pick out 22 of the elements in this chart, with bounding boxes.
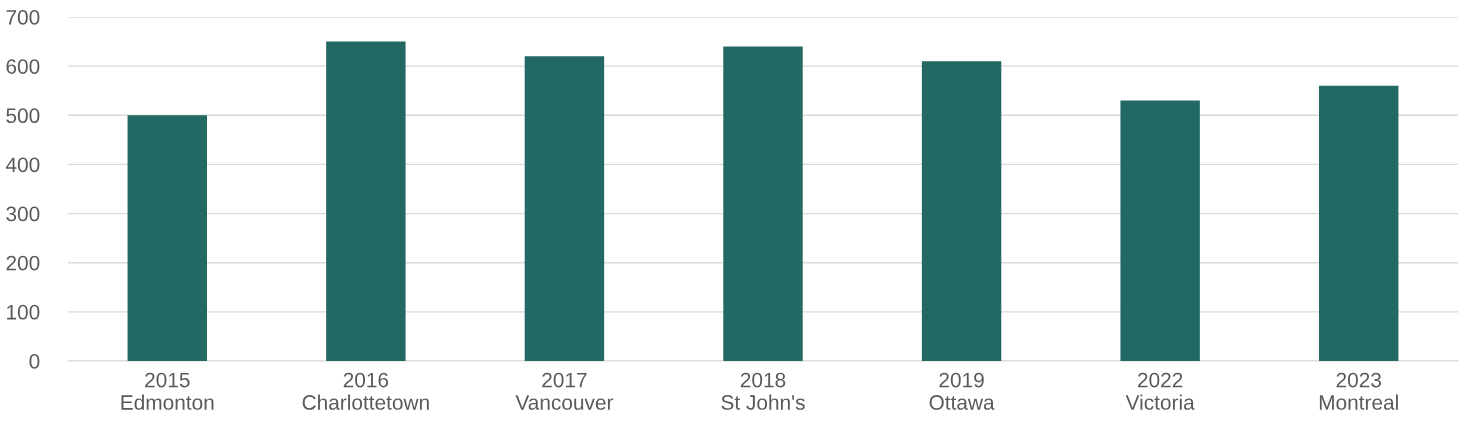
x-tick-label: 2022 Victoria: [1125, 372, 1195, 410]
y-tick-label: 700: [6, 10, 40, 25]
bar: [127, 115, 207, 361]
bar: [1120, 100, 1200, 361]
x-tick-label: 2017 Vancouver: [515, 372, 614, 410]
y-tick-label: 400: [5, 157, 40, 173]
x-tick-label: 2015 Edmonton: [121, 372, 214, 410]
bar: [524, 56, 605, 361]
bar: [723, 46, 803, 361]
bar: [1319, 85, 1399, 361]
y-tick-label: 0: [29, 354, 40, 369]
x-tick-label: 2023 Montreal: [1319, 372, 1398, 410]
x-tick-label: 2019 Ottawa: [929, 372, 995, 410]
y-tick-label: 500: [6, 108, 40, 124]
y-tick-label: 600: [6, 59, 40, 74]
bar: [326, 41, 406, 361]
bar: [921, 61, 1002, 361]
y-tick-label: 200: [6, 255, 40, 271]
y-tick-label: 300: [6, 206, 40, 222]
y-tick-label: 100: [7, 304, 40, 320]
x-tick-label: 2018 St John's: [721, 372, 805, 410]
x-tick-label: 2016 Charlottetown: [302, 372, 429, 410]
